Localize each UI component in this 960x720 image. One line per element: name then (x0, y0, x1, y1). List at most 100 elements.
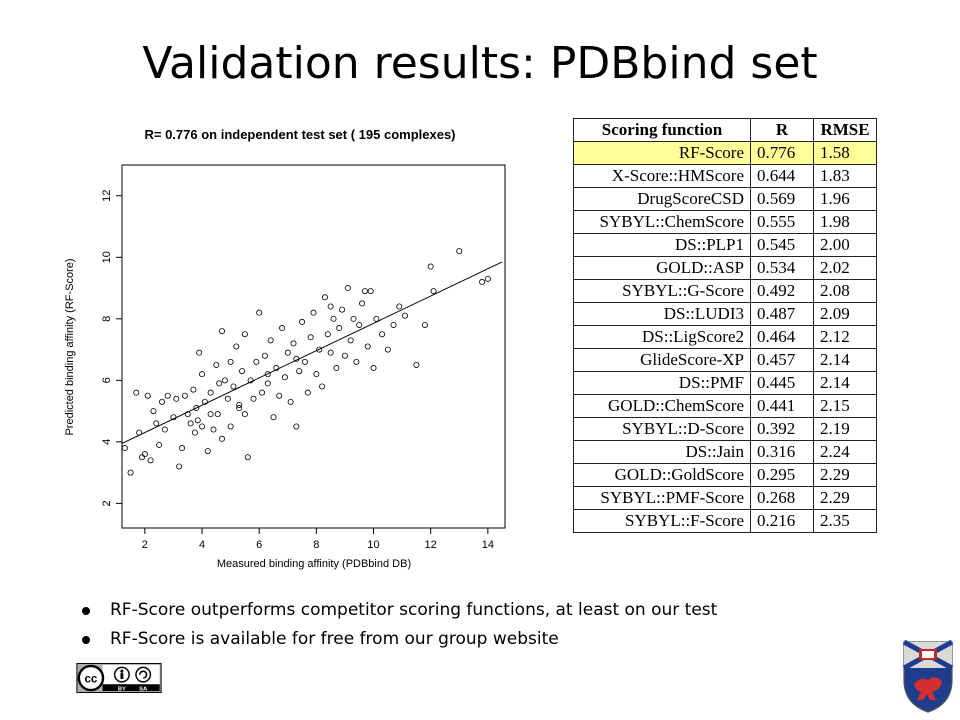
data-point (173, 395, 180, 402)
x-tick-label: 2 (142, 539, 148, 551)
table-row: SYBYL::F-Score 0.216 2.35 (573, 509, 877, 533)
table-row: DS::LUDI3 0.487 2.09 (573, 302, 877, 326)
data-point (207, 411, 214, 418)
x-tick-label: 6 (256, 539, 262, 551)
data-point (227, 423, 234, 430)
data-point (213, 361, 220, 368)
data-point (341, 352, 348, 359)
data-point (190, 386, 197, 393)
data-point (373, 315, 380, 322)
cell-rmse: 2.14 (813, 348, 877, 372)
data-point (279, 325, 286, 332)
data-point (267, 337, 274, 344)
y-tick-label: 2 (101, 500, 113, 506)
data-point (484, 275, 491, 282)
data-point (264, 371, 271, 378)
data-point (230, 383, 237, 390)
data-point (284, 349, 291, 356)
table-row: GOLD::ASP 0.534 2.02 (573, 256, 877, 280)
cell-r: 0.464 (750, 325, 814, 349)
plot-frame (121, 164, 506, 529)
bullet-list: RF-Score outperforms competitor scoring … (78, 596, 717, 654)
data-point (413, 361, 420, 368)
data-point (301, 358, 308, 365)
cell-r: 0.545 (750, 233, 814, 257)
data-point (350, 315, 357, 322)
creative-commons-icon: cc BY SA (76, 663, 162, 693)
data-point (233, 343, 240, 350)
data-point (253, 358, 260, 365)
cell-scoring-function: RF-Score (573, 141, 751, 165)
data-point (261, 352, 268, 359)
chart-title: R= 0.776 on independent test set ( 195 c… (144, 127, 455, 142)
data-point (299, 318, 306, 325)
data-point (347, 337, 354, 344)
cell-r: 0.569 (750, 187, 814, 211)
cell-rmse: 2.00 (813, 233, 877, 257)
x-axis-label: Measured binding affinity (PDBbind DB) (217, 558, 411, 570)
data-point (281, 374, 288, 381)
bullet-item: RF-Score outperforms competitor scoring … (78, 596, 717, 625)
table-row: GOLD::ChemScore 0.441 2.15 (573, 394, 877, 418)
table-row: DS::Jain 0.316 2.24 (573, 440, 877, 464)
table-row: GOLD::GoldScore 0.295 2.29 (573, 463, 877, 487)
data-point (244, 454, 251, 461)
bullet-text: RF-Score is available for free from our … (110, 629, 559, 649)
data-point (270, 414, 277, 421)
bullet-item: RF-Score is available for free from our … (78, 625, 717, 654)
data-point (153, 420, 160, 427)
data-point (359, 300, 366, 307)
table-row: X-Score::HMScore 0.644 1.83 (573, 164, 877, 188)
data-point (367, 288, 374, 295)
data-point (193, 405, 200, 412)
cc-mark: cc (84, 672, 97, 685)
table-row: DS::PLP1 0.545 2.00 (573, 233, 877, 257)
x-tick-label: 12 (425, 539, 437, 551)
data-point (287, 398, 294, 405)
data-point (170, 414, 177, 421)
cell-r: 0.487 (750, 302, 814, 326)
data-point (250, 395, 257, 402)
table-row: DS::LigScore2 0.464 2.12 (573, 325, 877, 349)
cell-r: 0.492 (750, 279, 814, 303)
cell-scoring-function: DS::Jain (573, 440, 751, 464)
data-point (264, 380, 271, 387)
cell-scoring-function: GOLD::ASP (573, 256, 751, 280)
cell-scoring-function: DrugScoreCSD (573, 187, 751, 211)
data-point (187, 420, 194, 427)
cell-rmse: 2.02 (813, 256, 877, 280)
table-row: SYBYL::G-Score 0.492 2.08 (573, 279, 877, 303)
cell-scoring-function: GOLD::GoldScore (573, 463, 751, 487)
data-point (239, 368, 246, 375)
data-point (144, 392, 151, 399)
data-point (327, 349, 334, 356)
cc-by-label: BY (118, 687, 126, 693)
bullet-icon (82, 635, 90, 644)
cell-scoring-function: SYBYL::G-Score (573, 279, 751, 303)
data-point (199, 371, 206, 378)
data-point (221, 377, 228, 384)
data-point (164, 392, 171, 399)
data-point (204, 448, 211, 455)
data-point (313, 371, 320, 378)
cell-rmse: 2.15 (813, 394, 877, 418)
data-point (194, 417, 201, 424)
data-point (259, 389, 266, 396)
data-point (199, 423, 206, 430)
table-row: GlideScore-XP 0.457 2.14 (573, 348, 877, 372)
y-axis-label: Predicted binding affinity (RF-Score) (64, 258, 76, 435)
cell-scoring-function: DS::PLP1 (573, 233, 751, 257)
data-point (139, 454, 146, 461)
cell-r: 0.295 (750, 463, 814, 487)
cell-rmse: 1.58 (813, 141, 877, 165)
x-axis: 2 4 6 8 10 12 14 (142, 528, 494, 551)
data-point (310, 309, 317, 316)
cell-rmse: 2.29 (813, 486, 877, 510)
x-tick-label: 8 (313, 539, 319, 551)
data-point (344, 285, 351, 292)
data-point (196, 349, 203, 356)
cell-r: 0.555 (750, 210, 814, 234)
data-point (336, 325, 343, 332)
cell-rmse: 2.24 (813, 440, 877, 464)
data-point (304, 389, 311, 396)
